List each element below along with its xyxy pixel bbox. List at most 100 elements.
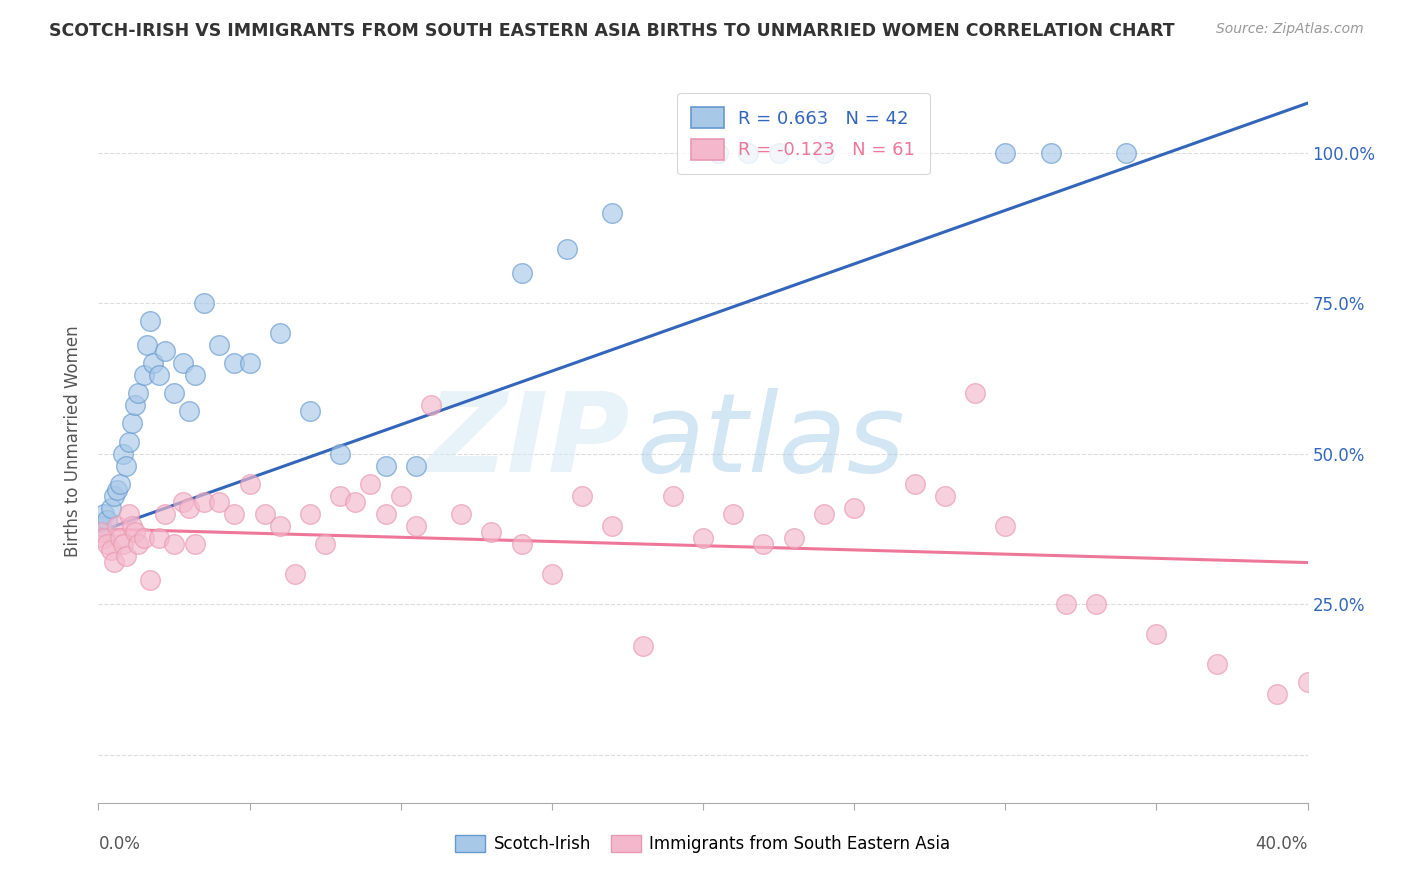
Legend: Scotch-Irish, Immigrants from South Eastern Asia: Scotch-Irish, Immigrants from South East… bbox=[449, 828, 957, 860]
Point bbox=[148, 368, 170, 383]
Point bbox=[179, 404, 201, 418]
Point bbox=[100, 500, 122, 515]
Point bbox=[783, 531, 806, 545]
Text: 0.0%: 0.0% bbox=[98, 835, 141, 854]
Point bbox=[163, 537, 186, 551]
Point bbox=[752, 537, 775, 551]
Point bbox=[114, 458, 136, 473]
Point bbox=[1206, 657, 1229, 672]
Point bbox=[239, 476, 262, 491]
Text: ZIP: ZIP bbox=[427, 388, 630, 495]
Point bbox=[737, 145, 759, 160]
Point bbox=[105, 483, 128, 497]
Point bbox=[904, 476, 927, 491]
Text: 40.0%: 40.0% bbox=[1256, 835, 1308, 854]
Point bbox=[93, 531, 115, 545]
Point bbox=[1267, 687, 1289, 701]
Point bbox=[1039, 145, 1062, 160]
Point bbox=[142, 356, 165, 370]
Point bbox=[127, 537, 149, 551]
Point bbox=[994, 518, 1017, 533]
Point bbox=[420, 398, 443, 412]
Point bbox=[540, 567, 562, 582]
Point bbox=[269, 326, 291, 341]
Point bbox=[994, 145, 1017, 160]
Point bbox=[481, 524, 503, 539]
Text: atlas: atlas bbox=[637, 388, 905, 495]
Point bbox=[768, 145, 790, 160]
Point bbox=[602, 205, 624, 219]
Point bbox=[329, 489, 352, 503]
Text: SCOTCH-IRISH VS IMMIGRANTS FROM SOUTH EASTERN ASIA BIRTHS TO UNMARRIED WOMEN COR: SCOTCH-IRISH VS IMMIGRANTS FROM SOUTH EA… bbox=[49, 22, 1175, 40]
Point bbox=[239, 356, 262, 370]
Point bbox=[208, 494, 231, 508]
Point bbox=[139, 314, 162, 328]
Point bbox=[108, 476, 131, 491]
Point bbox=[132, 368, 155, 383]
Point bbox=[405, 458, 427, 473]
Point bbox=[224, 356, 246, 370]
Point bbox=[90, 518, 112, 533]
Point bbox=[153, 507, 176, 521]
Point bbox=[179, 500, 201, 515]
Point bbox=[90, 524, 112, 539]
Point bbox=[105, 518, 128, 533]
Point bbox=[124, 524, 146, 539]
Point bbox=[389, 489, 412, 503]
Point bbox=[1115, 145, 1137, 160]
Point bbox=[93, 507, 115, 521]
Point bbox=[1146, 627, 1168, 641]
Point bbox=[510, 266, 533, 280]
Point bbox=[135, 338, 157, 352]
Point bbox=[132, 531, 155, 545]
Point bbox=[153, 344, 176, 359]
Point bbox=[602, 518, 624, 533]
Point bbox=[96, 537, 118, 551]
Point bbox=[253, 507, 276, 521]
Point bbox=[163, 386, 186, 401]
Point bbox=[707, 145, 730, 160]
Point bbox=[118, 434, 141, 449]
Point bbox=[224, 507, 246, 521]
Point bbox=[510, 537, 533, 551]
Point bbox=[284, 567, 307, 582]
Point bbox=[555, 242, 578, 256]
Point bbox=[299, 507, 322, 521]
Point bbox=[111, 446, 134, 460]
Point bbox=[193, 296, 215, 310]
Point bbox=[374, 507, 396, 521]
Point bbox=[108, 531, 131, 545]
Point bbox=[844, 500, 866, 515]
Point bbox=[571, 489, 593, 503]
Point bbox=[193, 494, 215, 508]
Point bbox=[299, 404, 322, 418]
Point bbox=[1054, 597, 1077, 611]
Point bbox=[172, 494, 194, 508]
Point bbox=[631, 639, 654, 653]
Point bbox=[184, 368, 207, 383]
Point bbox=[269, 518, 291, 533]
Point bbox=[121, 518, 143, 533]
Point bbox=[374, 458, 396, 473]
Point bbox=[184, 537, 207, 551]
Point bbox=[1085, 597, 1108, 611]
Point bbox=[450, 507, 472, 521]
Point bbox=[114, 549, 136, 563]
Point bbox=[329, 446, 352, 460]
Point bbox=[723, 507, 745, 521]
Point bbox=[121, 417, 143, 431]
Point bbox=[118, 507, 141, 521]
Point bbox=[103, 555, 125, 569]
Point bbox=[405, 518, 427, 533]
Point bbox=[934, 489, 956, 503]
Point bbox=[965, 386, 987, 401]
Point bbox=[139, 573, 162, 587]
Point bbox=[148, 531, 170, 545]
Point bbox=[124, 398, 146, 412]
Point bbox=[314, 537, 336, 551]
Point bbox=[344, 494, 367, 508]
Text: Source: ZipAtlas.com: Source: ZipAtlas.com bbox=[1216, 22, 1364, 37]
Point bbox=[208, 338, 231, 352]
Point bbox=[96, 513, 118, 527]
Y-axis label: Births to Unmarried Women: Births to Unmarried Women bbox=[65, 326, 83, 558]
